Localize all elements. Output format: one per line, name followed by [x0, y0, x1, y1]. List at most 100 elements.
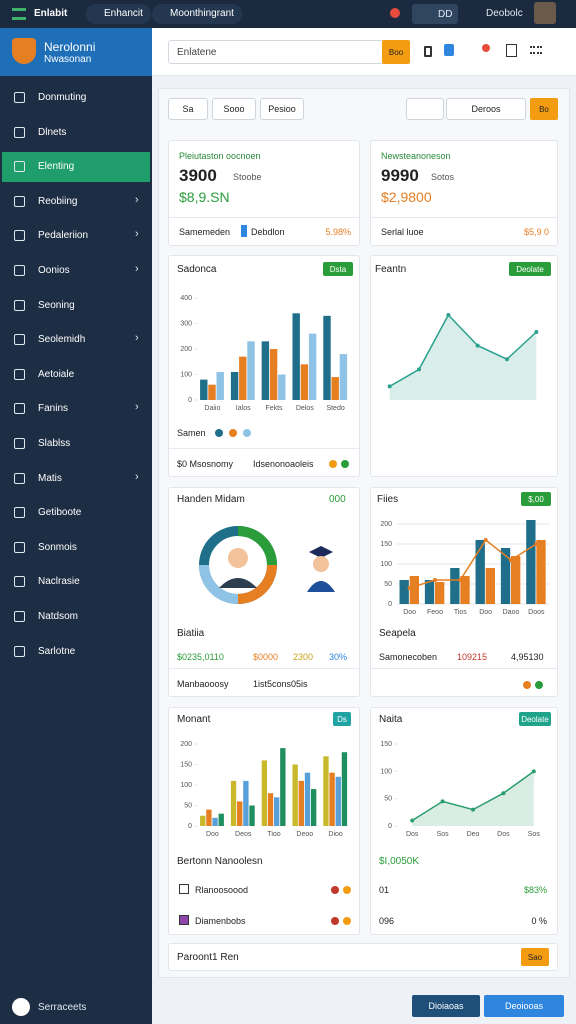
nav-item[interactable]: Seolemidh ›: [2, 325, 150, 355]
toolbar-button[interactable]: Pesioo: [260, 98, 304, 120]
nav-item[interactable]: Pedaleriion ›: [2, 221, 150, 251]
badge[interactable]: Dsta: [323, 262, 353, 276]
toolbar-button[interactable]: Bo: [530, 98, 558, 120]
chart-title: Sadonca: [177, 264, 217, 275]
search-input[interactable]: Enlatene: [168, 40, 410, 64]
button[interactable]: Sao: [521, 948, 549, 966]
dot: [329, 460, 337, 468]
chevron: ›: [135, 332, 139, 345]
bar: [475, 540, 485, 604]
nav-item[interactable]: Fanins ›: [2, 394, 150, 424]
nav-icon: [14, 368, 25, 380]
x-tick-label: Deo: [467, 831, 480, 838]
chart-title: Monant: [177, 714, 211, 725]
nav-icon: [14, 507, 25, 519]
nav-item[interactable]: Getiboote: [2, 498, 150, 528]
tab[interactable]: Moonthingrant: [152, 4, 242, 24]
x-tick-label: Fekts: [265, 405, 283, 412]
nav-item[interactable]: Oonios ›: [2, 256, 150, 286]
toolbar-button[interactable]: Sooo: [212, 98, 256, 120]
menu-icon[interactable]: [12, 8, 26, 20]
divider: [169, 448, 359, 449]
bar: [424, 580, 435, 604]
icon[interactable]: [424, 46, 432, 57]
sidebar-footer[interactable]: Serraceets: [38, 1002, 87, 1013]
icon[interactable]: [482, 44, 490, 52]
point: [410, 818, 415, 823]
avatar[interactable]: [534, 2, 556, 24]
y-tick-label: 0: [388, 601, 392, 608]
icon: [179, 915, 189, 925]
nav-item[interactable]: Seoning: [2, 291, 150, 321]
toolbar-button[interactable]: Sa: [168, 98, 208, 120]
x-tick-label: Tios: [454, 609, 467, 616]
badge[interactable]: Deolate: [509, 262, 551, 276]
nav-label: Slablss: [38, 438, 71, 449]
dot: [341, 460, 349, 468]
stat: 109215: [457, 652, 488, 662]
panel-subtitle: Seapela: [379, 628, 416, 639]
panel-footer: Manbaooosy: [177, 679, 229, 689]
stat: 2300: [293, 652, 314, 662]
divider: [169, 668, 359, 669]
bar: [526, 520, 536, 604]
line: [389, 313, 537, 388]
point: [509, 558, 513, 562]
bar: [230, 371, 239, 400]
nav-label: Sonmois: [38, 541, 77, 553]
card-title: Pleiutaston oocnoen: [179, 151, 261, 161]
icon[interactable]: [444, 44, 454, 56]
bar: [435, 582, 445, 604]
footer-button[interactable]: Deoiooas: [484, 995, 564, 1017]
badge[interactable]: $,00: [521, 492, 551, 506]
card-footer: Samemeden: [179, 227, 231, 237]
icon[interactable]: [530, 46, 542, 54]
badge[interactable]: DD: [412, 4, 458, 24]
x-tick-label: Deos: [235, 831, 252, 838]
nav-item[interactable]: Aetoiale: [2, 360, 150, 390]
nav-item[interactable]: Donmuting: [2, 83, 150, 113]
search-button[interactable]: Boo: [382, 40, 410, 64]
tab[interactable]: Enhancit: [86, 4, 151, 24]
badge[interactable]: Deolate: [519, 712, 551, 726]
stat: Samonecoben: [379, 652, 438, 662]
top-bar: Enlabit Enhancit Moonthingrant DD Deobol…: [0, 0, 576, 28]
nav-item[interactable]: Elenting: [2, 152, 150, 183]
divider: [371, 217, 557, 218]
nav-item[interactable]: Sarlotne: [2, 637, 150, 667]
nav-item[interactable]: Naclrasie: [2, 567, 150, 597]
chart-title: Fiies: [377, 494, 399, 505]
nav-item[interactable]: Reobiing ›: [2, 187, 150, 217]
stat-card: Pleiutaston oocnoen 3900 Stoobe $8,9.SN …: [168, 140, 360, 246]
chart-title: Naita: [379, 714, 403, 725]
bar: [200, 379, 208, 400]
info-icon[interactable]: [12, 998, 30, 1016]
point: [387, 384, 392, 389]
nav-label: Sarlotne: [38, 645, 76, 657]
nav-item[interactable]: Slablss: [2, 429, 150, 459]
nav-item[interactable]: Matis ›: [2, 464, 150, 494]
sidebar: Nerolonni Nwasonan Serraceets Donmuting D…: [0, 28, 152, 1024]
notification[interactable]: [390, 8, 400, 18]
toolbar-button[interactable]: [406, 98, 444, 120]
y-tick-label: 200: [180, 741, 192, 748]
nav-icon: [14, 576, 25, 588]
user-name[interactable]: Deobolc: [486, 8, 523, 19]
point: [440, 799, 445, 804]
icon[interactable]: [506, 44, 517, 57]
nav-item[interactable]: Sonmois: [2, 533, 150, 563]
bar: [329, 772, 335, 826]
bar: [500, 548, 511, 604]
badge[interactable]: Ds: [333, 712, 351, 726]
y-tick-label: 200: [180, 346, 192, 353]
nav-item[interactable]: Natdsom: [2, 602, 150, 632]
y-tick-label: 150: [380, 741, 392, 748]
footer-button[interactable]: Dioiaoas: [412, 995, 480, 1017]
nav-item[interactable]: Dlnets: [2, 118, 150, 148]
toolbar-button[interactable]: Deroos: [446, 98, 526, 120]
point: [417, 367, 421, 372]
bar: [300, 364, 309, 400]
bar: [237, 801, 243, 826]
amount: $I,0050K: [379, 856, 420, 867]
